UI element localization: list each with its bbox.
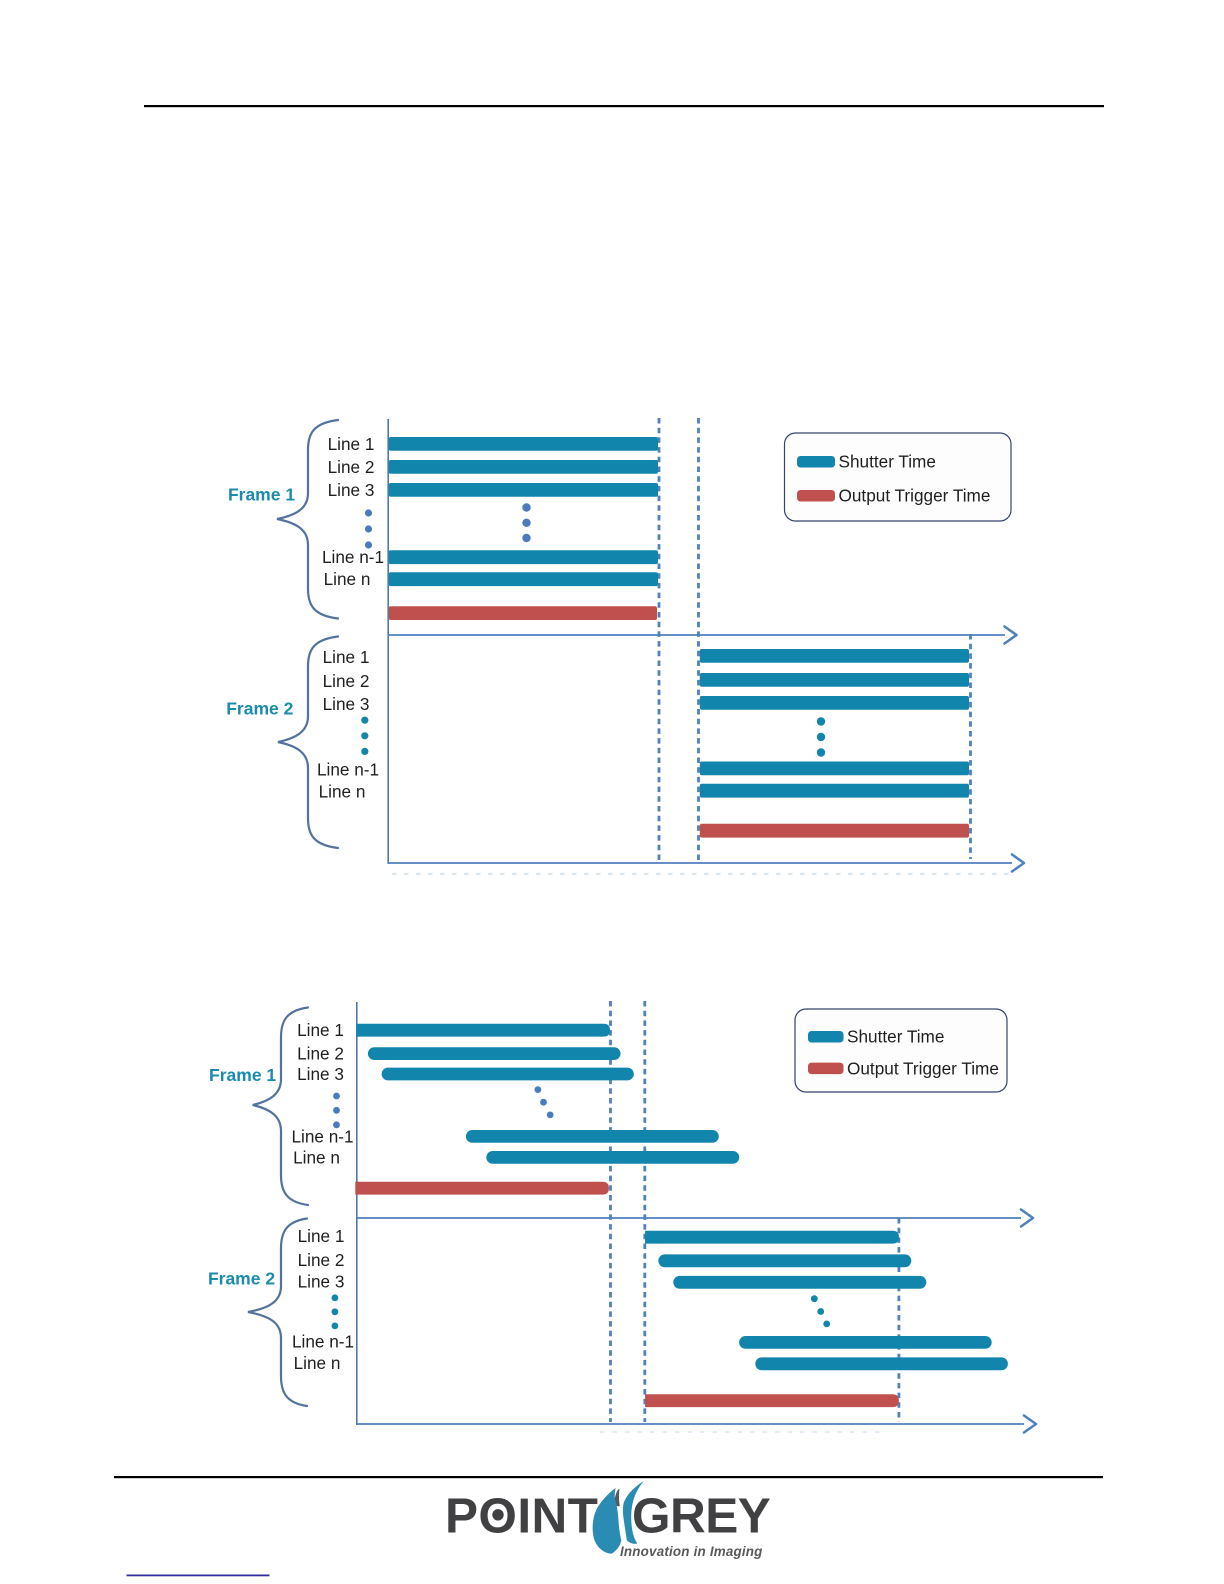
svg-text:Line n: Line n: [324, 569, 371, 589]
svg-text:Frame 2: Frame 2: [226, 699, 293, 719]
svg-text:Line n-1: Line n-1: [322, 547, 384, 567]
svg-text:Shutter Time: Shutter Time: [847, 1027, 944, 1047]
svg-text:Line 1: Line 1: [297, 1020, 344, 1040]
svg-text:Line 1: Line 1: [298, 1226, 345, 1246]
svg-text:Line 2: Line 2: [323, 671, 370, 691]
svg-text:Line 3: Line 3: [297, 1064, 344, 1084]
svg-text:Shutter Time: Shutter Time: [839, 452, 936, 472]
svg-text:Line 3: Line 3: [298, 1271, 345, 1291]
svg-text:Innovation in Imaging: Innovation in Imaging: [620, 1544, 763, 1559]
svg-text:Output Trigger Time: Output Trigger Time: [839, 486, 991, 506]
svg-text:Line n: Line n: [293, 1147, 340, 1167]
svg-text:Output Trigger Time: Output Trigger Time: [847, 1058, 999, 1078]
svg-text:Frame 1: Frame 1: [228, 485, 295, 505]
svg-text:Line 2: Line 2: [328, 457, 375, 477]
svg-text:Line 2: Line 2: [297, 1044, 344, 1064]
svg-text:Line 1: Line 1: [328, 434, 375, 454]
svg-text:Line 1: Line 1: [323, 647, 370, 667]
svg-text:POINT: POINT: [445, 1489, 598, 1544]
svg-text:Line n: Line n: [319, 782, 366, 802]
svg-text:Line 3: Line 3: [328, 480, 375, 500]
svg-text:Line 3: Line 3: [323, 694, 370, 714]
svg-text:Line n-1: Line n-1: [291, 1126, 353, 1146]
svg-text:GREY: GREY: [632, 1489, 771, 1544]
svg-text:Line n: Line n: [294, 1353, 341, 1373]
svg-text:Line n-1: Line n-1: [317, 759, 379, 779]
svg-text:Line n-1: Line n-1: [292, 1331, 354, 1351]
svg-text:Frame 1: Frame 1: [209, 1065, 276, 1085]
svg-text:Line 2: Line 2: [298, 1250, 345, 1270]
svg-text:Frame 2: Frame 2: [208, 1268, 275, 1288]
